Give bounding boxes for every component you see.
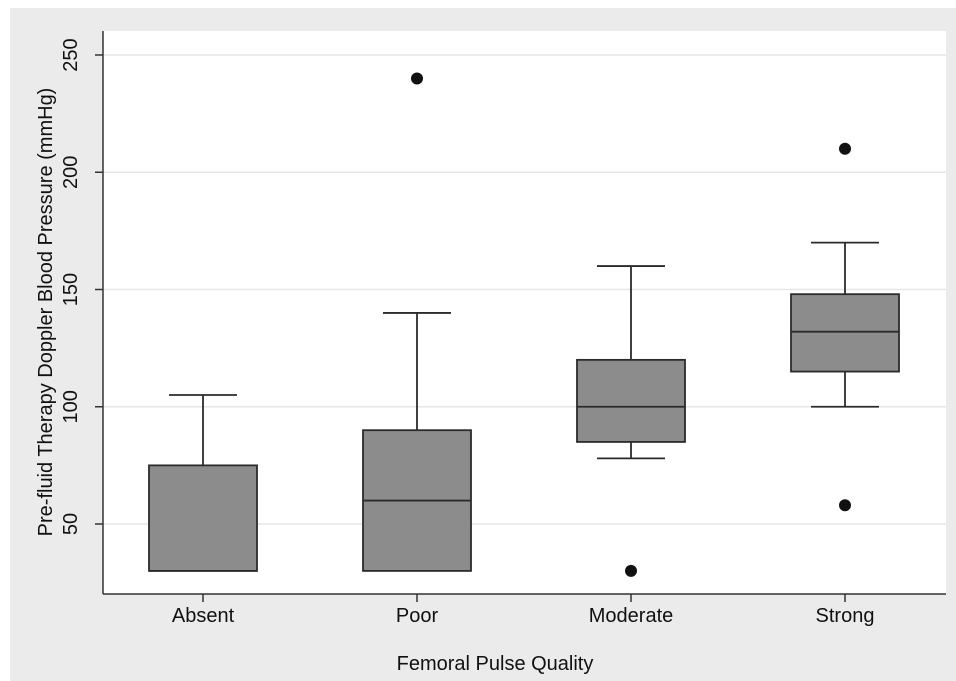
box-group-absent <box>148 394 258 572</box>
y-tick-label-250: 250 <box>60 38 82 71</box>
outliers-layer <box>411 72 851 577</box>
x-tick-label-strong: Strong <box>816 605 875 627</box>
x-tick-label-absent: Absent <box>172 605 235 627</box>
outlier-point-strong-210 <box>839 142 851 155</box>
box-group-moderate <box>576 265 686 460</box>
box-strong <box>790 293 900 373</box>
y-tick-label-200: 200 <box>60 156 82 189</box>
y-tick-label-150: 150 <box>60 273 82 306</box>
box-group-poor <box>362 312 472 572</box>
box-absent <box>148 464 258 572</box>
y-tick-label-100: 100 <box>60 390 82 423</box>
box-group-strong <box>790 241 900 408</box>
y-ticks: 50 100 150 200 250 <box>60 38 103 535</box>
x-tick-label-poor: Poor <box>396 605 439 627</box>
outlier-point-strong-58 <box>839 499 851 512</box>
x-tick-label-moderate: Moderate <box>589 605 674 627</box>
boxes-layer <box>148 241 900 572</box>
outlier-point-moderate-30 <box>625 564 637 577</box>
x-ticks: Absent Poor Moderate Strong <box>172 594 875 627</box>
y-axis-title: Pre-fluid Therapy Doppler Blood Pressure… <box>35 88 57 537</box>
box-moderate <box>576 358 686 443</box>
outlier-point-poor-240 <box>411 72 423 85</box>
y-tick-label-50: 50 <box>60 513 82 535</box>
x-axis-title: Femoral Pulse Quality <box>397 653 594 675</box>
